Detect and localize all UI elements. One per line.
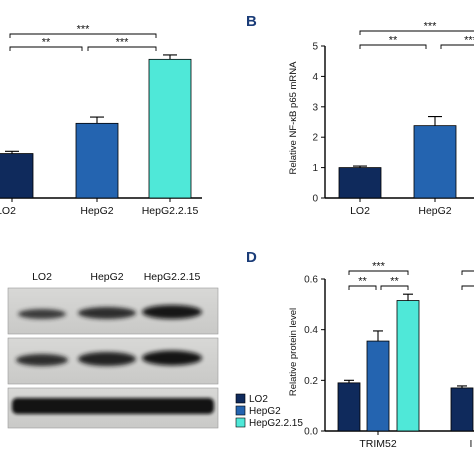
panel-d-group-i: I: [470, 438, 473, 450]
panel-d-y-tick-label: 0.2: [304, 376, 318, 387]
panel-a-sig-3-line: [9, 33, 157, 38]
panel-d-bar-i-lo2: [450, 387, 474, 432]
panel-b-category-hepg2: HepG2: [418, 205, 451, 217]
panel-d-legend: LO2 HepG2 HepG2.2.15: [235, 393, 303, 429]
panel-b-sig-1-label: **: [389, 35, 398, 47]
wb-band: [18, 309, 66, 319]
wb-band: [142, 350, 202, 366]
panel-b-label: B: [246, 13, 257, 30]
panel-b-y-tick-label: 1: [312, 163, 318, 174]
panel-d-bar-trim52-lo2: [337, 382, 361, 432]
panel-d-group-trim52: TRIM52: [359, 438, 397, 450]
panel-d-bar-trim52-hepg2215: [396, 300, 420, 432]
wb-band: [12, 398, 214, 414]
panel-a-bar-hepg2: [75, 122, 119, 199]
panel-a-errorbar-lo2: [5, 150, 19, 154]
panel-b-sig-2-label: ***: [464, 35, 474, 47]
panel-d-bar-trim52-hepg2: [366, 340, 390, 432]
legend-swatch-hepg2215: [235, 417, 246, 428]
wb-band: [16, 354, 68, 366]
panel-d-sig-2-label: **: [390, 276, 399, 288]
panel-d-errorbar-trim52-hepg2215: [403, 293, 413, 301]
panel-b-errorbar-hepg2: [428, 115, 442, 126]
panel-b-sig-1-line: [359, 44, 427, 49]
panel-b-y-tick-label: 2: [312, 133, 318, 144]
panel-b-errorbar-lo2: [353, 165, 367, 168]
legend-label-hepg2215: HepG2.2.15: [249, 418, 303, 429]
panel-d-errorbar-i-lo2: [457, 385, 467, 388]
panel-b-bar-lo2: [338, 167, 382, 199]
panel-a-bar-lo2: [0, 153, 34, 199]
legend-label-lo2: LO2: [249, 394, 268, 405]
panel-a-sig-2-label: ***: [116, 37, 130, 49]
panel-a-errorbar-hepg2215: [163, 54, 177, 60]
wb-band: [142, 305, 202, 319]
wb-lane-label-lo2: LO2: [32, 271, 52, 283]
legend-label-hepg2: HepG2: [249, 406, 281, 417]
wb-lane-label-hepg2: HepG2: [90, 271, 123, 283]
wb-strip-3: [7, 387, 219, 429]
panel-d-sig-3-label: ***: [372, 261, 386, 273]
panel-d-label: D: [246, 249, 257, 266]
panel-b-category-lo2: LO2: [350, 205, 370, 217]
panel-b-chart: 012345LO2HepG2HepG2.2.15********: [312, 21, 474, 217]
panel-d: D Relative protein level 0.0 0.2 0.4 0.6 TRI…: [235, 249, 474, 450]
panel-b-ylabel: Relative NF-κB p65 mRNA: [288, 61, 299, 175]
panel-d-sig-3-line: [348, 270, 409, 275]
panel-a-category-lo2: LO2: [0, 205, 16, 217]
panel-d-errorbar-trim52-lo2: [344, 379, 354, 383]
panel-d-sig-cropped-2: [461, 285, 474, 290]
panel-b-y-tick-label: 3: [312, 102, 318, 113]
panel-a-sig-1-line: [9, 46, 83, 51]
wb-strip-1: [7, 287, 219, 335]
panel-d-y-tick-label: 0.4: [304, 325, 318, 336]
panel-b-sig-3-line: [359, 30, 474, 35]
panel-d-sig-1-label: **: [358, 276, 367, 288]
wb-band: [78, 307, 136, 319]
panel-a-errorbar-hepg2: [90, 116, 104, 124]
panel-b-sig-3-label: ***: [424, 21, 438, 33]
panel-b: B Relative NF-κB p65 mRNA 0 1 2 3 4 5 LO2 HepG2…: [246, 13, 474, 217]
panel-b-bar-hepg2: [413, 125, 457, 199]
panel-d-ylabel: Relative protein level: [288, 308, 299, 396]
panel-b-y-tick-label: 5: [312, 42, 318, 53]
panel-a-bar-hepg2215: [148, 58, 192, 199]
wb-lane-label-hepg2215: HepG2.2.15: [144, 271, 201, 283]
wb-band: [78, 352, 136, 366]
panel-d-sig-2-line: [380, 285, 409, 290]
panel-b-sig-2-line: [440, 44, 474, 49]
panel-c-western-blot: LO2 HepG2 HepG2.2.15: [7, 271, 219, 429]
panel-a-category-hepg2215: HepG2.2.15: [142, 205, 199, 217]
legend-swatch-hepg2: [235, 405, 246, 416]
panel-a-sig-2-line: [87, 46, 157, 51]
wb-strip-2: [7, 337, 219, 385]
panel-d-sig-1-line: [348, 285, 377, 290]
panel-d-sig-cropped-1: [461, 270, 474, 275]
panel-b-y-tick-label: 4: [312, 72, 318, 83]
panel-a-category-hepg2: HepG2: [80, 205, 113, 217]
legend-swatch-lo2: [235, 393, 246, 404]
panel-a-sig-3-label: ***: [77, 24, 91, 36]
panel-d-errorbar-trim52-hepg2: [373, 330, 383, 342]
panel-d-y-tick-label: 0.0: [304, 427, 318, 438]
panel-a-sig-1-label: **: [42, 37, 51, 49]
panel-b-y-tick-label: 0: [312, 194, 318, 205]
panel-d-y-tick-label: 0.6: [304, 275, 318, 286]
